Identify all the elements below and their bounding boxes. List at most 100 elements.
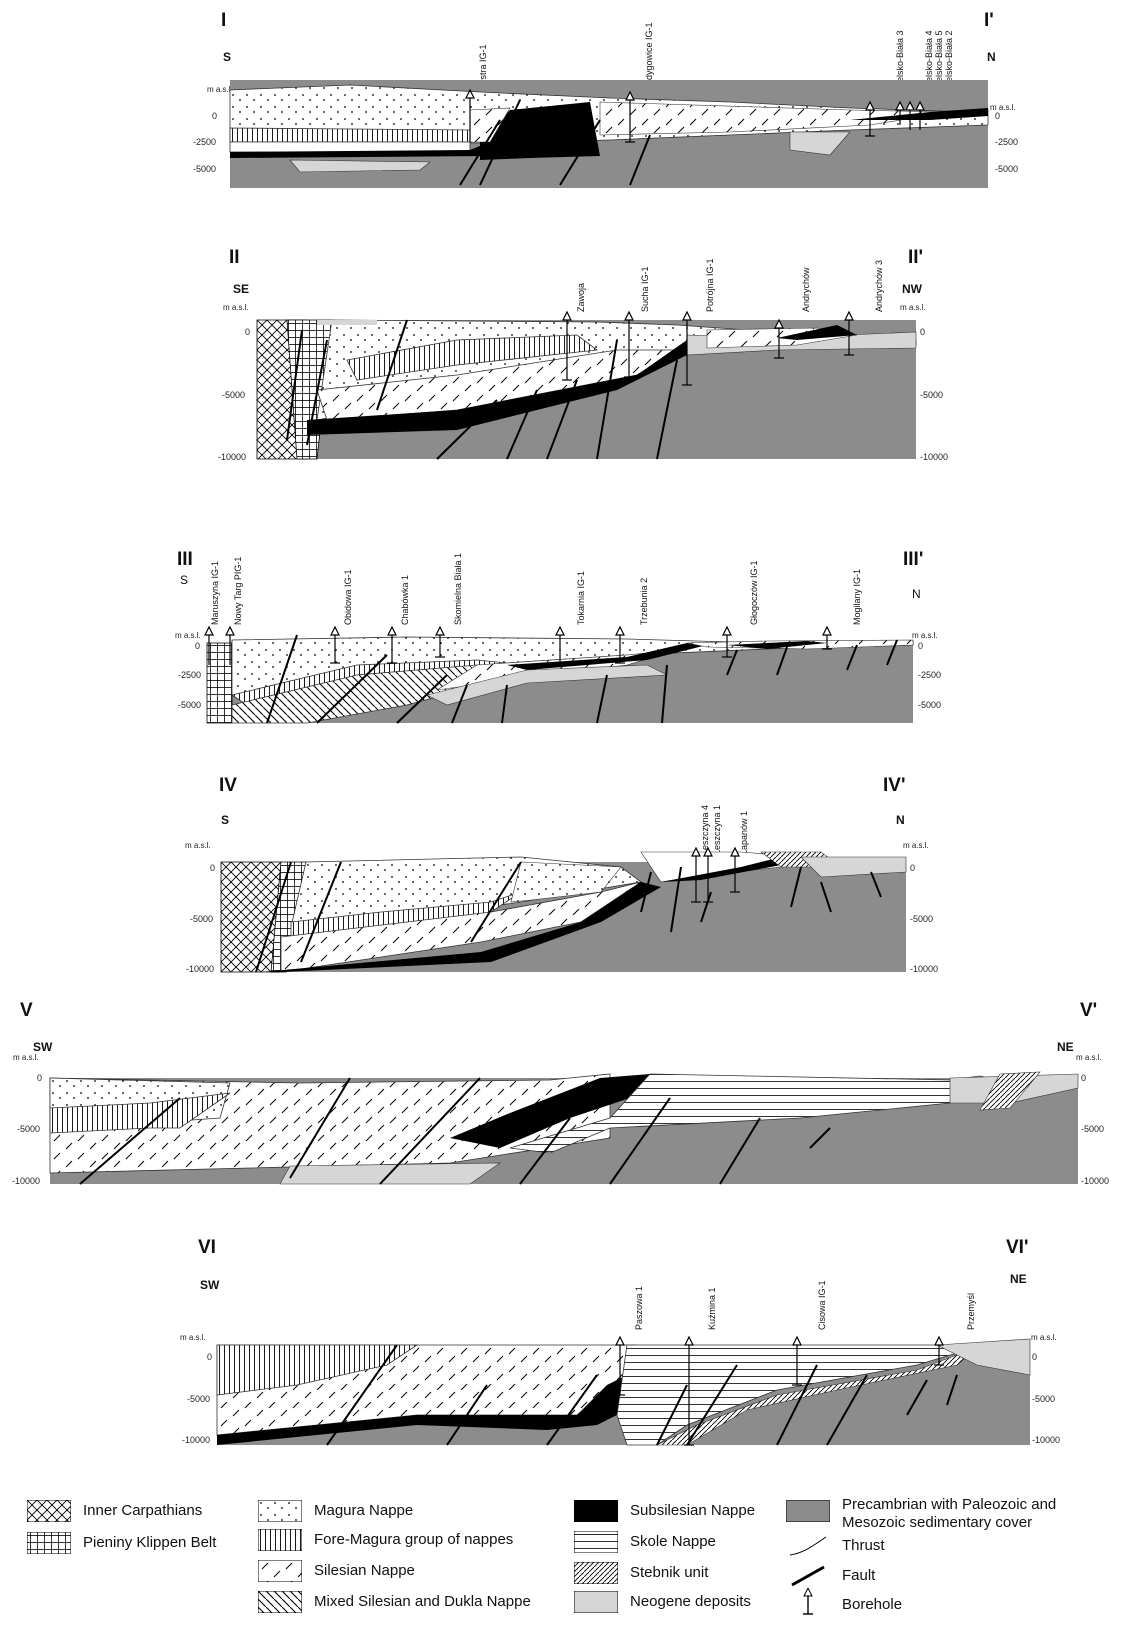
profile-III bbox=[204, 625, 914, 724]
depth-tick-right: 0 bbox=[995, 111, 1001, 121]
neogene bbox=[289, 159, 431, 173]
legend-item-thrust: Thrust bbox=[786, 1535, 885, 1557]
borehole-label: Głogoczów IG-1 bbox=[749, 560, 759, 625]
borehole-label: Chabówka 1 bbox=[400, 574, 410, 625]
pieniny-klippen bbox=[206, 642, 233, 724]
silesian-swatch bbox=[258, 1560, 302, 1582]
subsilesian bbox=[230, 142, 490, 158]
legend-item-precambrian: Precambrian with Paleozoic and Mesozoic … bbox=[786, 1496, 1092, 1532]
depth-tick-left: -10000 bbox=[186, 964, 215, 974]
depth-tick-left: -2500 bbox=[193, 137, 217, 147]
left-direction-label: S bbox=[221, 813, 230, 827]
depth-tick-left: 0 bbox=[212, 111, 218, 121]
depth-tick-right: -10000 bbox=[910, 964, 939, 974]
legend-item-neogene: Neogene deposits bbox=[574, 1591, 751, 1613]
inner-carpathians-swatch bbox=[27, 1500, 71, 1522]
borehole-icon bbox=[786, 1588, 830, 1616]
right-direction-label: N bbox=[987, 50, 996, 64]
depth-tick-left: -2500 bbox=[178, 670, 202, 680]
section-end-label: II' bbox=[908, 247, 924, 268]
stebnik-swatch bbox=[574, 1562, 618, 1584]
skole-swatch bbox=[574, 1531, 618, 1553]
section-start-label: VI bbox=[198, 1237, 216, 1258]
profile-VI bbox=[216, 1335, 1031, 1446]
masl-label-left: m a.s.l. bbox=[180, 1333, 206, 1342]
legend-label: Fore-Magura group of nappes bbox=[314, 1531, 514, 1548]
masl-label-left: m a.s.l. bbox=[13, 1053, 39, 1062]
profile-II bbox=[256, 310, 917, 460]
borehole-label: Przemyśl bbox=[966, 1292, 976, 1330]
profile-V bbox=[49, 1071, 1079, 1185]
borehole-label: Mogilany IG-1 bbox=[852, 568, 862, 625]
depth-tick-right: 0 bbox=[1032, 1352, 1038, 1362]
masl-label-left: m a.s.l. bbox=[207, 85, 233, 94]
section-end-label: VI' bbox=[1006, 1237, 1029, 1258]
borehole-label: Leszczyna 1 bbox=[712, 804, 722, 855]
section-start-label: IV bbox=[219, 775, 237, 796]
subsilesian bbox=[217, 1375, 627, 1445]
neogene bbox=[800, 856, 907, 878]
depth-tick-left: -5000 bbox=[222, 390, 246, 400]
borehole-label: Trzebunia 2 bbox=[639, 577, 649, 625]
legend-item-magura: Magura Nappe bbox=[258, 1500, 413, 1522]
legend-item-mixed: Mixed Silesian and Dukla Nappe bbox=[258, 1591, 531, 1613]
masl-label-left: m a.s.l. bbox=[175, 631, 201, 640]
depth-tick-right: 0 bbox=[920, 327, 926, 337]
subsilesian-core bbox=[480, 102, 600, 160]
legend-label: Mixed Silesian and Dukla Nappe bbox=[314, 1593, 531, 1610]
depth-tick-right: -2500 bbox=[918, 670, 942, 680]
legend-label: Pieniny Klippen Belt bbox=[83, 1534, 217, 1551]
depth-tick-right: -5000 bbox=[910, 914, 934, 924]
legend-item-subsilesian: Subsilesian Nappe bbox=[574, 1500, 755, 1522]
subsilesian-swatch bbox=[574, 1500, 618, 1522]
depth-tick-left: 0 bbox=[245, 327, 251, 337]
fore-magura bbox=[229, 127, 471, 143]
left-direction-label: S bbox=[180, 573, 189, 587]
borehole-label: Maruszyna IG-1 bbox=[210, 560, 220, 625]
section-start-label: V bbox=[20, 1000, 33, 1021]
borehole-label: Leszczyna 4 bbox=[700, 804, 710, 855]
depth-tick-left: -5000 bbox=[187, 1394, 211, 1404]
borehole-label: Łapanów 1 bbox=[739, 810, 749, 855]
depth-tick-left: -10000 bbox=[12, 1176, 41, 1186]
depth-tick-right: -10000 bbox=[1081, 1176, 1110, 1186]
depth-tick-right: 0 bbox=[910, 863, 916, 873]
legend-item-fault: Fault bbox=[786, 1565, 875, 1587]
right-direction-label: N bbox=[896, 813, 905, 827]
borehole-markers bbox=[204, 625, 832, 665]
depth-tick-right: -2500 bbox=[995, 137, 1019, 147]
legend: Inner Carpathians Pieniny Klippen Belt M… bbox=[0, 1490, 1124, 1625]
section-start-label: II bbox=[229, 247, 240, 268]
borehole-markers bbox=[615, 1335, 944, 1446]
left-direction-label: S bbox=[223, 50, 232, 64]
depth-tick-right: -5000 bbox=[995, 164, 1019, 174]
depth-tick-left: -10000 bbox=[218, 452, 247, 462]
depth-tick-right: -5000 bbox=[918, 700, 942, 710]
legend-label: Neogene deposits bbox=[630, 1593, 751, 1610]
precambrian-swatch bbox=[786, 1500, 830, 1522]
section-start-label: III bbox=[177, 549, 193, 570]
borehole-markers bbox=[562, 310, 854, 386]
fault-icon bbox=[786, 1565, 830, 1587]
right-direction-label: N bbox=[912, 587, 921, 601]
borehole-label: Skomielna Biała 1 bbox=[453, 552, 463, 625]
fore-magura bbox=[49, 1092, 231, 1134]
pieniny-klippen bbox=[270, 861, 307, 973]
borehole-markers bbox=[465, 88, 925, 143]
legend-item-fore-magura: Fore-Magura group of nappes bbox=[258, 1529, 513, 1551]
legend-item-pieniny: Pieniny Klippen Belt bbox=[27, 1532, 216, 1554]
depth-tick-left: 0 bbox=[195, 641, 201, 651]
section-end-label: IV' bbox=[883, 775, 906, 796]
legend-label: Inner Carpathians bbox=[83, 1502, 203, 1519]
profile-I bbox=[229, 80, 989, 188]
depth-tick-left: -5000 bbox=[193, 164, 217, 174]
depth-tick-right: 0 bbox=[1081, 1073, 1087, 1083]
legend-label: Stebnik unit bbox=[630, 1564, 709, 1581]
borehole-label: Potrójna IG-1 bbox=[705, 258, 715, 312]
subsilesian bbox=[307, 340, 697, 435]
depth-tick-right: -5000 bbox=[1081, 1124, 1105, 1134]
thrust-icon bbox=[786, 1535, 830, 1557]
neogene bbox=[935, 1338, 1031, 1376]
section-end-label: I' bbox=[984, 10, 994, 31]
legend-label: Silesian Nappe bbox=[314, 1562, 415, 1579]
